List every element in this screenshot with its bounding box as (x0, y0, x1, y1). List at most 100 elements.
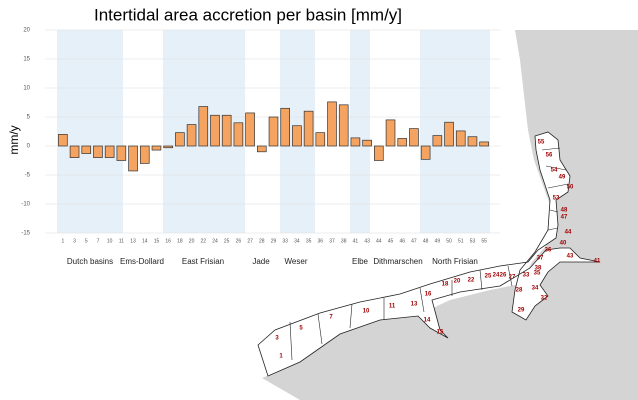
bar (245, 112, 255, 147)
bar (479, 141, 489, 147)
bar (116, 145, 127, 161)
group-label: Jade (252, 257, 270, 266)
x-tick-label: 34 (294, 238, 300, 244)
x-tick-label: 41 (353, 238, 359, 244)
bar (151, 145, 162, 151)
bar (104, 145, 115, 158)
x-tick-label: 44 (376, 238, 382, 244)
bar (303, 110, 314, 147)
bar (210, 114, 220, 147)
bar (186, 124, 197, 147)
x-tick-label: 29 (271, 238, 277, 244)
bar (327, 101, 337, 147)
y-tick-label: 15 (23, 57, 30, 63)
x-tick-label: 14 (142, 238, 148, 244)
basin-label: 5 (299, 326, 303, 332)
bar (432, 135, 443, 147)
bar (69, 145, 80, 158)
x-tick-label: 18 (177, 238, 183, 244)
x-tick-label: 43 (364, 238, 370, 244)
basin-label: 34 (532, 286, 539, 292)
basins (257, 131, 601, 377)
basin-label: 53 (553, 196, 560, 202)
bar (280, 107, 290, 147)
basin-label: 24 (493, 273, 500, 279)
x-tick-label: 51 (458, 238, 464, 244)
bar (58, 134, 68, 147)
y-tick-label: 5 (27, 115, 31, 121)
y-tick-label: -15 (21, 231, 30, 237)
basin-label: 33 (523, 273, 530, 279)
shading-band (420, 30, 490, 233)
bar (139, 145, 150, 164)
y-axis-label: mm/y (7, 125, 21, 154)
x-tick-label: 11 (119, 238, 124, 244)
basin-label: 32 (541, 296, 548, 302)
basin-label: 41 (594, 259, 601, 265)
x-tick-label: 47 (411, 238, 417, 244)
group-label: North Frisian (432, 257, 478, 266)
bar (455, 130, 466, 147)
x-tick-label: 48 (423, 238, 429, 244)
bar (292, 125, 302, 147)
basin-label: 18 (442, 282, 449, 288)
land (262, 30, 638, 400)
basin-borders (289, 147, 569, 361)
group-label: Elbe (352, 257, 369, 266)
basin-label: 35 (534, 271, 541, 277)
y-tick-label: 20 (23, 28, 30, 34)
bar (163, 145, 173, 149)
x-tick-label: 36 (318, 238, 324, 244)
group-label: Dithmarschen (373, 257, 422, 266)
bar (198, 106, 209, 147)
y-tick-label: -5 (25, 173, 31, 179)
x-tick-label: 33 (282, 238, 288, 244)
bar (338, 104, 349, 147)
bar (81, 145, 92, 154)
x-tick-label: 55 (481, 238, 487, 244)
x-tick-label: 26 (236, 238, 242, 244)
x-tick-label: 16 (165, 238, 171, 244)
bar (350, 137, 361, 147)
map (257, 30, 638, 400)
x-tick-label: 7 (97, 238, 100, 244)
x-tick-label: 46 (399, 238, 405, 244)
x-tick-label: 50 (446, 238, 452, 244)
group-label: East Frisian (182, 257, 224, 266)
x-tick-label: 35 (306, 238, 312, 244)
basin-label: 37 (537, 256, 544, 262)
x-tick-label: 25 (224, 238, 230, 244)
basin-label: 25 (485, 274, 492, 280)
group-label: Ems-Dollard (120, 257, 164, 266)
basin-label: 28 (516, 288, 523, 294)
x-tick-label: 20 (189, 238, 195, 244)
bar (444, 121, 454, 147)
basin-label: 49 (559, 175, 566, 181)
basin-label: 40 (560, 241, 567, 247)
bar (268, 116, 279, 147)
basin-label: 13 (411, 302, 418, 308)
basin-label: 29 (518, 308, 525, 314)
basin-label: 26 (500, 273, 507, 279)
bar (128, 145, 138, 172)
x-tick-label: 37 (329, 238, 335, 244)
basin-label: 44 (565, 230, 572, 236)
basin-label: 11 (389, 304, 396, 310)
y-tick-label: -10 (21, 202, 30, 208)
group-label: Dutch basins (67, 257, 113, 266)
bar (397, 138, 408, 147)
bar (93, 145, 103, 158)
basin-label: 27 (509, 275, 516, 281)
bar (257, 145, 267, 153)
shading-band (57, 30, 123, 233)
bar (467, 136, 478, 147)
basin-label: 47 (561, 215, 568, 221)
x-tick-label: 3 (73, 238, 76, 244)
basin-label: 48 (561, 208, 568, 214)
island (540, 58, 560, 110)
x-tick-label: 22 (201, 238, 207, 244)
basin-label: 1 (279, 354, 283, 360)
basin-label: 15 (437, 330, 444, 336)
bar (175, 132, 185, 147)
